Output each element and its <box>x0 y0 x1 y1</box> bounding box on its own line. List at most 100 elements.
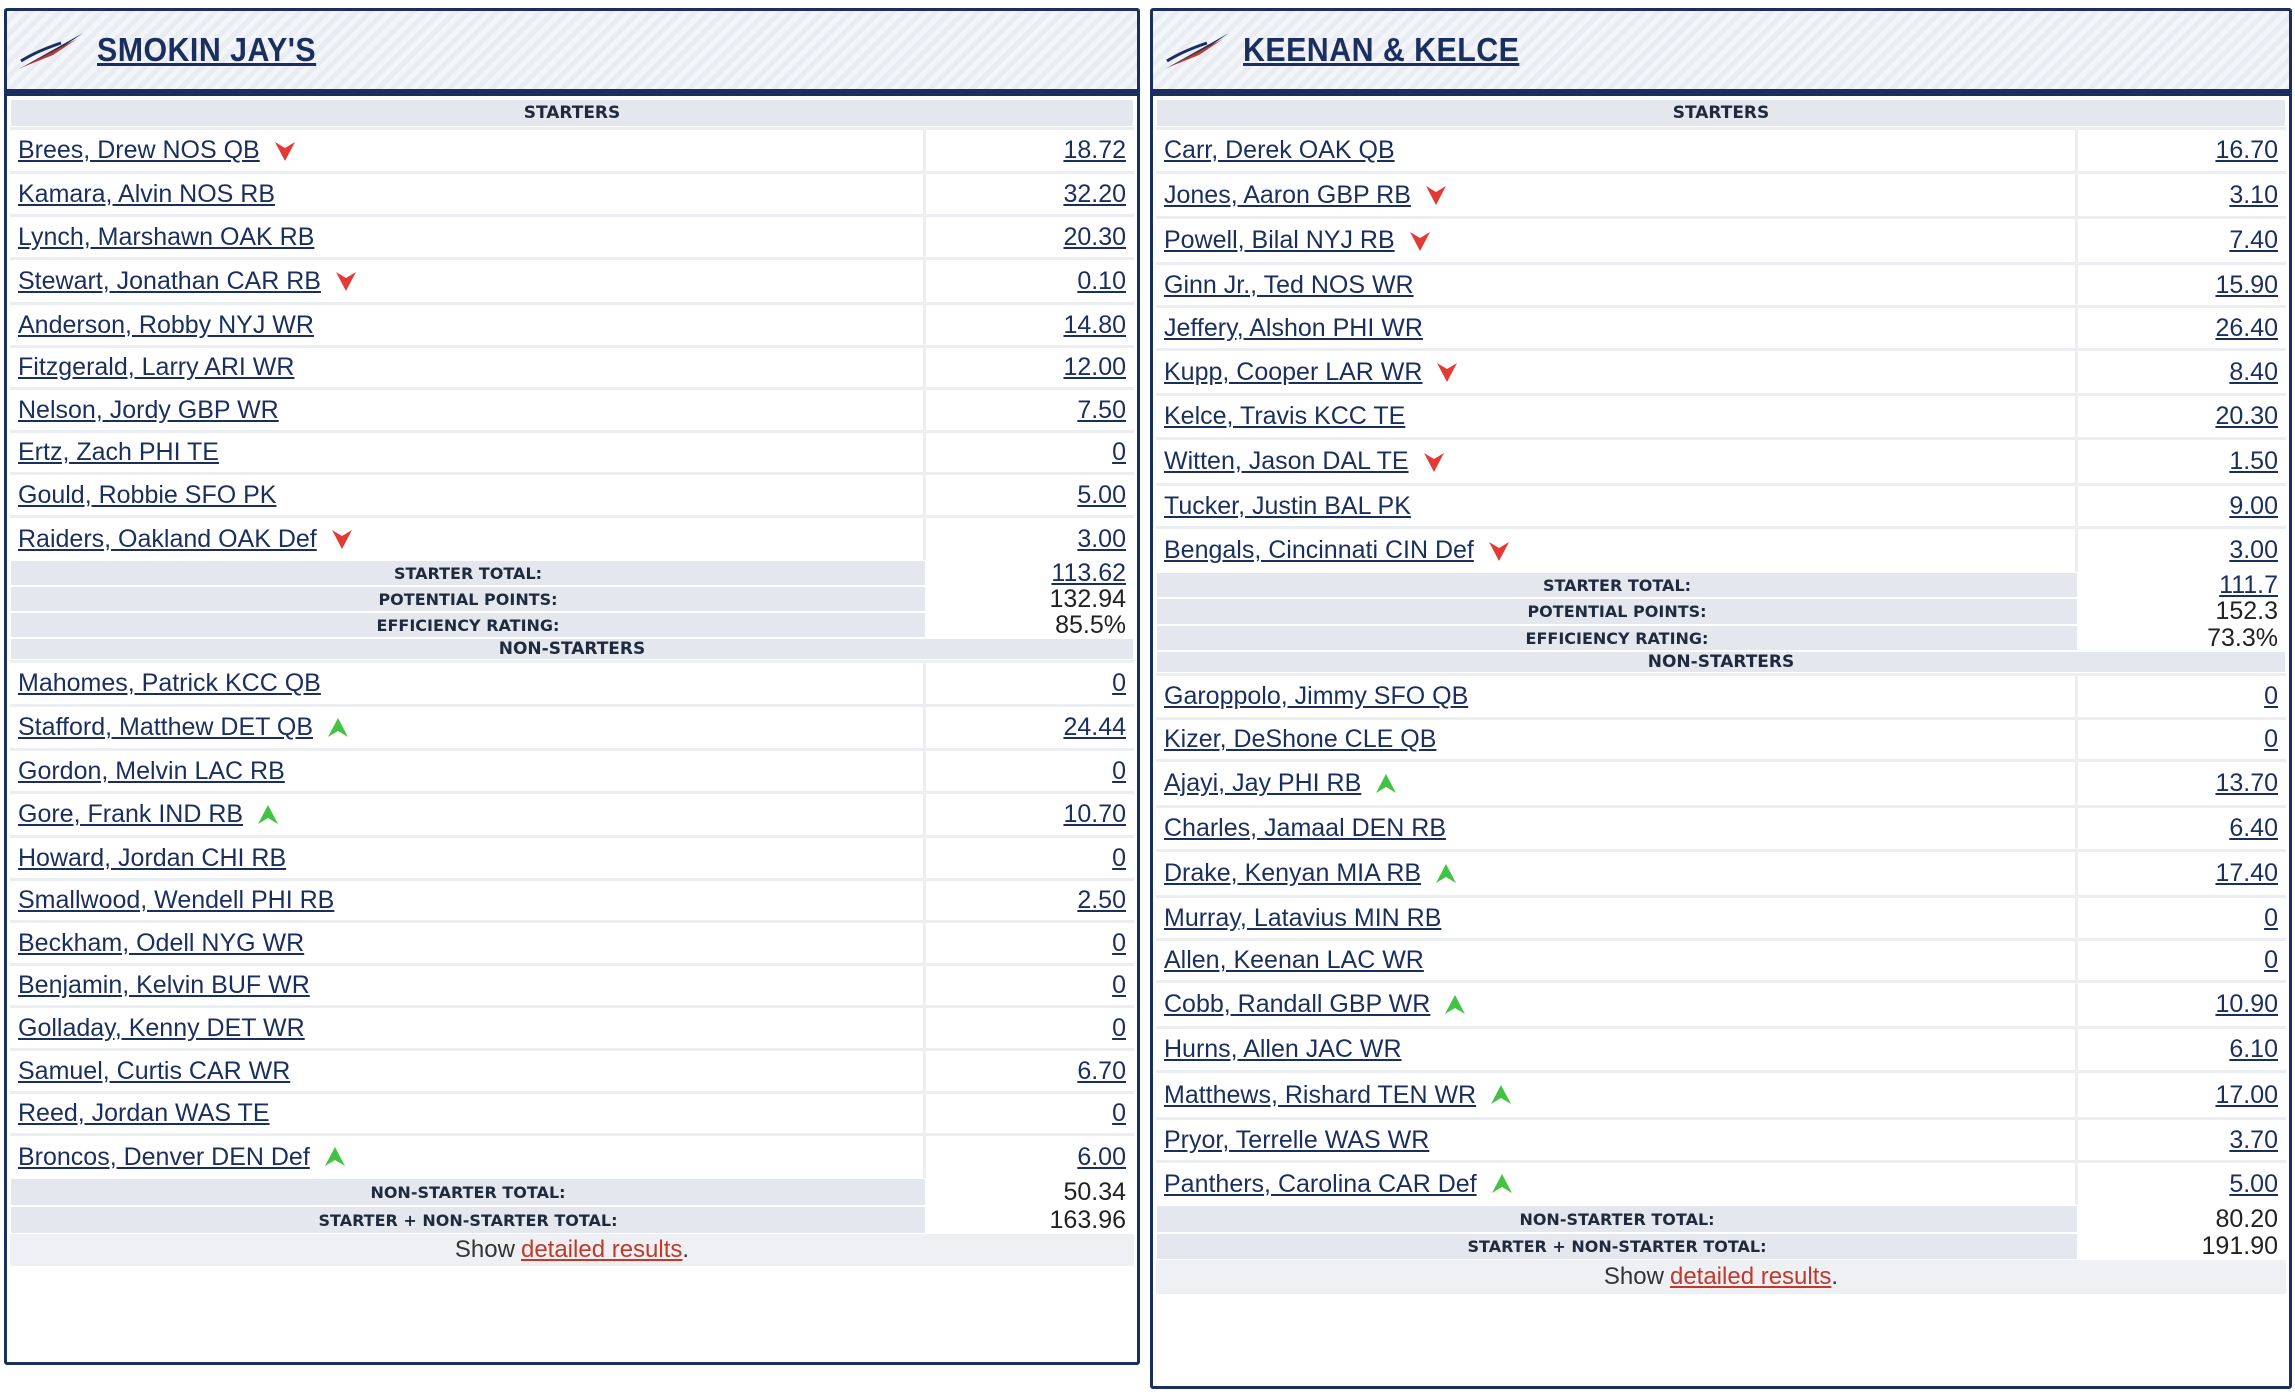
player-points-link[interactable]: 10.90 <box>2215 990 2278 1018</box>
player-name-link[interactable]: Panthers, Carolina CAR Def <box>1164 1169 1477 1198</box>
player-points-link[interactable]: 10.70 <box>1063 800 1126 828</box>
player-points-link[interactable]: 0 <box>2264 946 2278 974</box>
player-points-link[interactable]: 9.00 <box>2229 491 2278 520</box>
player-name-link[interactable]: Ertz, Zach PHI TE <box>18 438 219 466</box>
player-name-link[interactable]: Matthews, Rishard TEN WR <box>1164 1080 1477 1109</box>
player-points-link[interactable]: 0 <box>1112 928 1126 957</box>
team-name-link[interactable]: KEENAN & KELCE <box>1243 31 1520 68</box>
player-name-link[interactable]: Beckham, Odell NYG WR <box>18 928 305 957</box>
player-points-link[interactable]: 14.80 <box>1063 310 1126 339</box>
player-cell: Samuel, Curtis CAR WR <box>10 1051 926 1091</box>
player-name-link[interactable]: Reed, Jordan WAS TE <box>18 1099 270 1127</box>
player-name-link[interactable]: Kupp, Cooper LAR WR <box>1164 357 1423 386</box>
player-points-link[interactable]: 0 <box>2264 682 2278 710</box>
player-row: Bengals, Cincinnati CIN Def 3.00 <box>1156 526 2286 572</box>
player-points-link[interactable]: 0 <box>1112 971 1126 999</box>
player-points-link[interactable]: 0 <box>1112 843 1126 872</box>
player-name-link[interactable]: Carr, Derek OAK QB <box>1164 136 1395 164</box>
player-name-link[interactable]: Kamara, Alvin NOS RB <box>18 179 276 208</box>
player-points-link[interactable]: 5.00 <box>2229 1169 2278 1198</box>
player-points-link[interactable]: 1.50 <box>2229 447 2278 475</box>
player-points-link[interactable]: 17.40 <box>2215 859 2278 887</box>
player-points-link[interactable]: 8.40 <box>2229 357 2278 386</box>
player-name-link[interactable]: Cobb, Randall GBP WR <box>1164 990 1431 1018</box>
player-name-link[interactable]: Raiders, Oakland OAK Def <box>18 524 317 553</box>
player-name-link[interactable]: Powell, Bilal NYJ RB <box>1164 226 1395 254</box>
player-name-link[interactable]: Broncos, Denver DEN Def <box>18 1142 310 1171</box>
efficiency-row: EFFICIENCY RATING: 85.5% <box>10 611 1134 639</box>
detailed-results-link[interactable]: detailed results <box>1669 1263 1832 1290</box>
player-points-link[interactable]: 32.20 <box>1063 179 1126 208</box>
player-points-link[interactable]: 7.40 <box>2229 226 2278 254</box>
player-name-link[interactable]: Kelce, Travis KCC TE <box>1164 402 1406 430</box>
player-points-link[interactable]: 26.40 <box>2215 313 2278 342</box>
player-name-link[interactable]: Howard, Jordan CHI RB <box>18 843 287 872</box>
player-name-link[interactable]: Murray, Latavius MIN RB <box>1164 903 1442 932</box>
player-name-link[interactable]: Anderson, Robby NYJ WR <box>18 310 314 339</box>
player-points-link[interactable]: 6.40 <box>2229 814 2278 842</box>
player-points-link[interactable]: 20.30 <box>2215 402 2278 430</box>
player-name-link[interactable]: Stafford, Matthew DET QB <box>18 713 314 741</box>
player-points-link[interactable]: 0 <box>2264 725 2278 753</box>
player-name-link[interactable]: Benjamin, Kelvin BUF WR <box>18 971 310 999</box>
player-name-link[interactable]: Pryor, Terrelle WAS WR <box>1164 1125 1430 1154</box>
player-points-link[interactable]: 18.72 <box>1063 136 1126 164</box>
player-name-link[interactable]: Drake, Kenyan MIA RB <box>1164 859 1422 887</box>
team-name-link[interactable]: SMOKIN JAY'S <box>97 31 317 68</box>
player-row: Smallwood, Wendell PHI RB 2.50 <box>10 878 1134 920</box>
player-points-link[interactable]: 5.00 <box>1077 480 1126 509</box>
player-points-link[interactable]: 2.50 <box>1077 886 1126 914</box>
player-points-link[interactable]: 20.30 <box>1063 222 1126 251</box>
player-name-link[interactable]: Charles, Jamaal DEN RB <box>1164 814 1447 842</box>
player-points-link[interactable]: 0 <box>1112 1013 1126 1042</box>
player-points-link[interactable]: 0 <box>1112 756 1126 785</box>
player-points-link[interactable]: 0.10 <box>1077 266 1126 295</box>
player-points-link[interactable]: 0 <box>1112 669 1126 697</box>
player-points-link[interactable]: 0 <box>1112 438 1126 466</box>
player-points-link[interactable]: 3.70 <box>2229 1125 2278 1154</box>
player-points-link[interactable]: 16.70 <box>2215 136 2278 164</box>
player-name-link[interactable]: Smallwood, Wendell PHI RB <box>18 886 335 914</box>
player-points-link[interactable]: 0 <box>1112 1099 1126 1127</box>
player-name-link[interactable]: Nelson, Jordy GBP WR <box>18 395 279 424</box>
player-name-link[interactable]: Jeffery, Alshon PHI WR <box>1164 313 1423 342</box>
player-name-link[interactable]: Brees, Drew NOS QB <box>18 136 260 164</box>
player-name-link[interactable]: Kizer, DeShone CLE QB <box>1164 725 1437 753</box>
player-name-link[interactable]: Allen, Keenan LAC WR <box>1164 946 1424 974</box>
player-points-link[interactable]: 17.00 <box>2215 1080 2278 1109</box>
player-points-link[interactable]: 3.00 <box>2229 536 2278 564</box>
player-cell: Kamara, Alvin NOS RB <box>10 174 926 214</box>
starter-total-row: STARTER TOTAL: 113.62 <box>10 558 1134 587</box>
player-name-link[interactable]: Gordon, Melvin LAC RB <box>18 756 285 785</box>
player-points-link[interactable]: 7.50 <box>1077 395 1126 424</box>
player-points-link[interactable]: 3.00 <box>1077 524 1126 553</box>
player-name-link[interactable]: Jones, Aaron GBP RB <box>1164 180 1411 209</box>
starter-total-link[interactable]: 113.62 <box>1051 558 1126 587</box>
player-name-link[interactable]: Tucker, Justin BAL PK <box>1164 491 1411 520</box>
player-points-link[interactable]: 15.90 <box>2215 270 2278 299</box>
player-name-link[interactable]: Bengals, Cincinnati CIN Def <box>1164 536 1474 564</box>
player-points-link[interactable]: 6.70 <box>1077 1056 1126 1085</box>
player-name-link[interactable]: Gould, Robbie SFO PK <box>18 480 277 509</box>
player-name-link[interactable]: Mahomes, Patrick KCC QB <box>18 669 321 697</box>
player-name-link[interactable]: Hurns, Allen JAC WR <box>1164 1035 1402 1063</box>
player-points-link[interactable]: 13.70 <box>2215 769 2278 797</box>
player-name-link[interactable]: Samuel, Curtis CAR WR <box>18 1056 291 1085</box>
player-points-link[interactable]: 24.44 <box>1063 713 1126 741</box>
detailed-results-link[interactable]: detailed results <box>520 1236 683 1263</box>
starter-total-link[interactable]: 111.7 <box>2219 570 2278 599</box>
player-points-link[interactable]: 6.00 <box>1077 1142 1126 1171</box>
player-name-link[interactable]: Garoppolo, Jimmy SFO QB <box>1164 682 1469 710</box>
player-points-link[interactable]: 6.10 <box>2229 1035 2278 1063</box>
player-points-link[interactable]: 3.10 <box>2229 180 2278 209</box>
player-name-link[interactable]: Ginn Jr., Ted NOS WR <box>1164 270 1414 299</box>
player-points-link[interactable]: 12.00 <box>1063 353 1126 381</box>
player-name-link[interactable]: Stewart, Jonathan CAR RB <box>18 266 321 295</box>
player-name-link[interactable]: Witten, Jason DAL TE <box>1164 447 1409 475</box>
player-name-link[interactable]: Lynch, Marshawn OAK RB <box>18 222 315 251</box>
player-name-link[interactable]: Fitzgerald, Larry ARI WR <box>18 353 295 381</box>
player-points-link[interactable]: 0 <box>2264 903 2278 932</box>
player-name-link[interactable]: Ajayi, Jay PHI RB <box>1164 769 1362 797</box>
player-name-link[interactable]: Gore, Frank IND RB <box>18 800 244 828</box>
player-name-link[interactable]: Golladay, Kenny DET WR <box>18 1013 305 1042</box>
